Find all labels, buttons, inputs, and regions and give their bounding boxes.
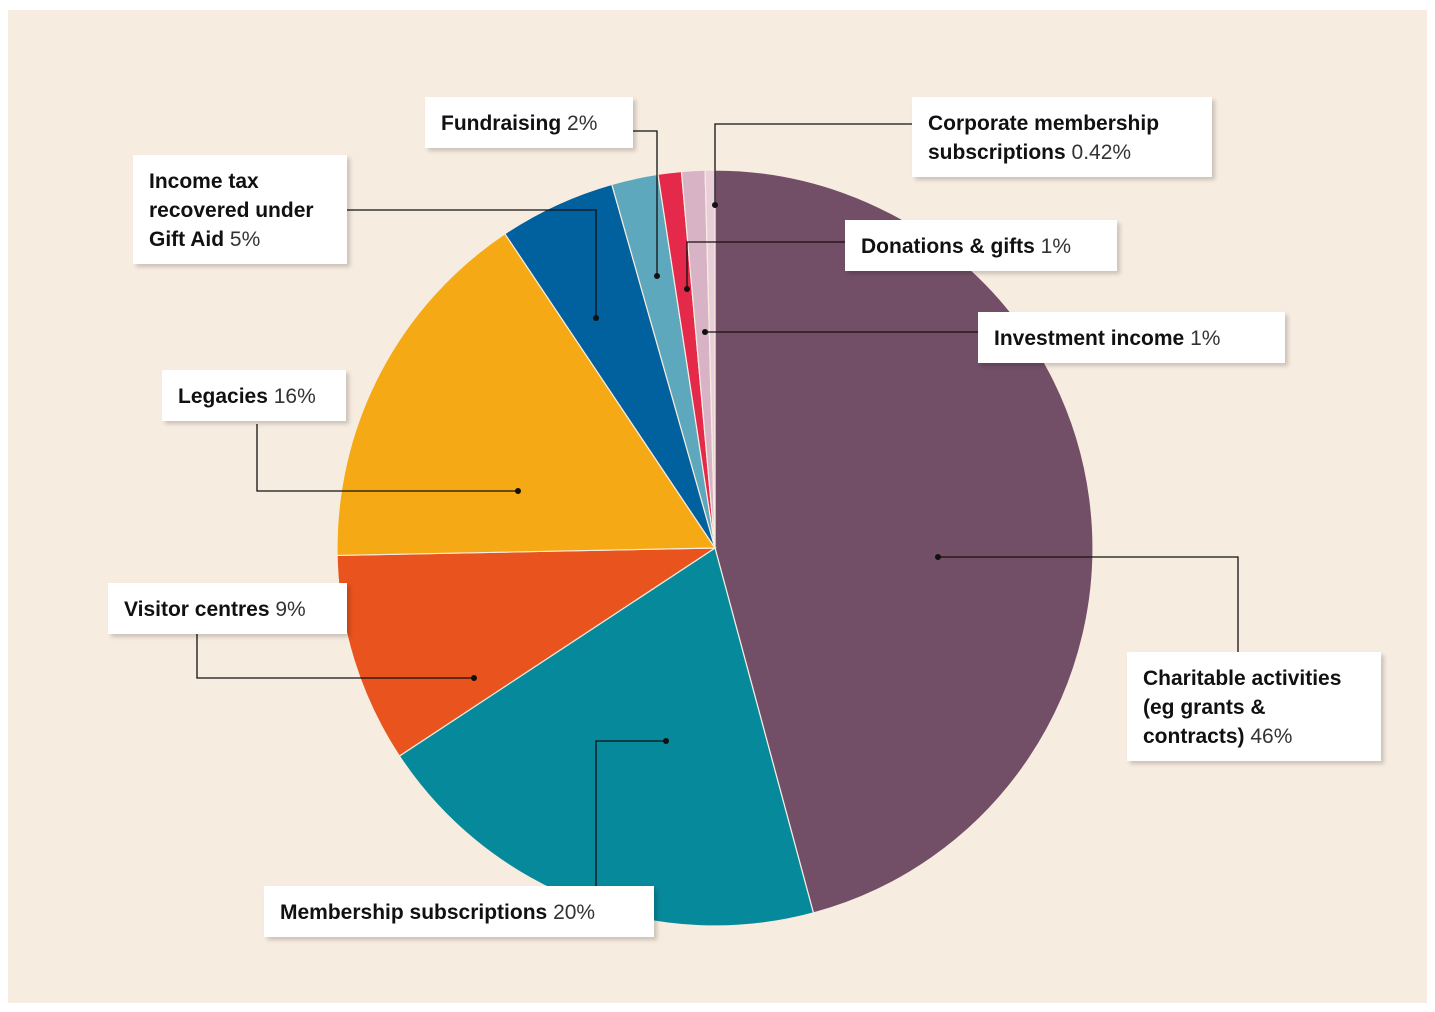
pie-slice bbox=[336, 232, 717, 557]
slice-label: Donations & gifts 1% bbox=[845, 220, 1117, 271]
value-label: 16% bbox=[273, 385, 316, 408]
category-name: Membership subscriptions bbox=[280, 901, 548, 924]
leader-dot bbox=[593, 315, 599, 321]
slice-label: Investment income 1% bbox=[978, 312, 1285, 363]
leader-line bbox=[256, 424, 518, 492]
slice-label: Visitor centres 9% bbox=[108, 583, 347, 634]
leader-dot bbox=[515, 488, 521, 494]
value-label: 46% bbox=[1250, 725, 1293, 748]
slice-label: Fundraising 2% bbox=[425, 97, 633, 148]
leader-dot bbox=[684, 286, 690, 292]
category-name: Fundraising bbox=[441, 112, 562, 135]
leader-dot bbox=[712, 202, 718, 208]
leader-line bbox=[196, 633, 474, 679]
value-label: 1% bbox=[1190, 327, 1221, 350]
value-label: 20% bbox=[553, 901, 596, 924]
leader-dot bbox=[702, 329, 708, 335]
leader-line bbox=[347, 209, 597, 318]
category-name: Investment income bbox=[994, 327, 1185, 350]
pie-slice bbox=[336, 547, 718, 757]
category-name: Visitor centres bbox=[124, 598, 270, 621]
category-name: Legacies bbox=[178, 385, 268, 408]
value-label: 0.42% bbox=[1071, 141, 1132, 164]
slice-label: Corporate membership subscriptions 0.42% bbox=[912, 97, 1212, 177]
value-label: 1% bbox=[1040, 235, 1072, 258]
value-label: 2% bbox=[567, 112, 598, 135]
leader-line bbox=[686, 241, 845, 289]
leader-line bbox=[633, 130, 658, 276]
leader-dot bbox=[654, 273, 660, 279]
leader-line bbox=[714, 123, 912, 205]
category-name: Corporate membership subscriptions bbox=[928, 112, 1160, 164]
category-name: Donations & gifts bbox=[861, 235, 1035, 258]
value-label: 5% bbox=[229, 228, 261, 251]
value-label: 9% bbox=[275, 598, 306, 621]
slice-label: Income tax recovered under Gift Aid 5% bbox=[133, 155, 347, 264]
leader-dot bbox=[471, 675, 477, 681]
category-name: Income tax recovered under Gift Aid bbox=[149, 170, 314, 251]
slice-label: Legacies 16% bbox=[162, 370, 346, 421]
slice-label: Membership subscriptions 20% bbox=[264, 886, 654, 937]
leader-line bbox=[938, 556, 1239, 652]
leader-line bbox=[595, 740, 666, 886]
leader-dot bbox=[935, 554, 941, 560]
leader-dot bbox=[663, 738, 669, 744]
slice-label: Charitable activities (eg grants & contr… bbox=[1127, 652, 1381, 761]
category-name: Charitable activities (eg grants & contr… bbox=[1143, 667, 1342, 748]
